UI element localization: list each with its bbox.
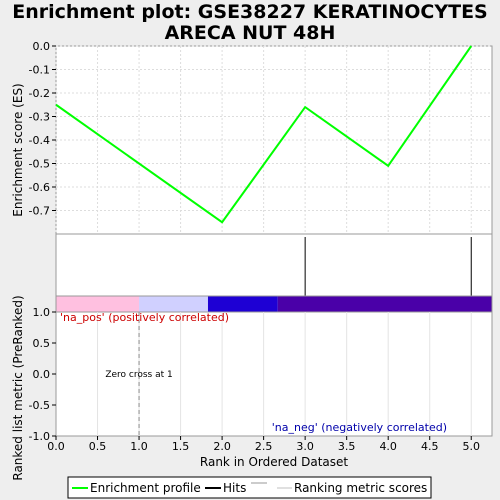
es-grid: [55, 45, 492, 234]
zero-cross-annotation: Zero cross at 1: [105, 370, 172, 380]
metric-panel: [55, 311, 493, 437]
x-tick-label: 3.0: [296, 440, 314, 453]
hit-markers: [304, 237, 472, 296]
x-tick-label: 4.0: [379, 440, 397, 453]
x-tick-label: 0.0: [47, 440, 65, 453]
legend-label-enrichment: Enrichment profile: [90, 481, 201, 495]
chart-title-line-2: ARECA NUT 48H: [164, 22, 336, 44]
legend-label-hits: Hits: [223, 481, 246, 495]
es-tick-label: -0.3: [29, 111, 50, 124]
es-tick-label: -0.6: [29, 181, 50, 194]
legend: Enrichment profile Hits Ranking metric sco…: [72, 481, 427, 495]
x-tick-label: 0.5: [89, 440, 107, 453]
metric-y-tick-label: 1.0: [33, 306, 51, 319]
legend-label-metric: Ranking metric scores: [294, 481, 427, 495]
x-tick-label: 2.0: [213, 440, 231, 453]
metric-y-axis-label: Ranked list metric (PreRanked): [11, 295, 25, 480]
metric-y-tick-label: 0.5: [33, 337, 51, 350]
metric-y-tick-label: 0.0: [33, 368, 51, 381]
metric-grid: [97, 312, 472, 436]
x-tick-label: 1.5: [172, 440, 190, 453]
x-tick-label: 2.5: [255, 440, 273, 453]
es-tick-label: -0.5: [29, 158, 50, 171]
x-tick-label: 5.0: [462, 440, 480, 453]
positive-correlation-label: 'na_pos' (positively correlated): [60, 311, 229, 324]
color-bar-segment: [139, 296, 208, 312]
x-tick-label: 4.5: [421, 440, 439, 453]
es-tick-label: -0.4: [29, 134, 50, 147]
hits-panel: [55, 233, 493, 297]
x-tick-label: 1.0: [130, 440, 148, 453]
x-tick-label: 3.5: [338, 440, 356, 453]
metric-y-tick-label: -1.0: [29, 430, 50, 443]
es-tick-label: 0.0: [33, 40, 51, 53]
chart-title-line-1: Enrichment plot: GSE38227 KERATINOCYTES: [12, 1, 488, 23]
enrichment-profile-line: [55, 45, 473, 224]
es-tick-label: -0.2: [29, 87, 50, 100]
color-bar-segment: [207, 296, 278, 312]
negative-correlation-label: 'na_neg' (negatively correlated): [272, 421, 447, 434]
metric-x-ticks: 0.0 0.5 1.0 1.5 2.0 2.5 3.0 3.5 4.0 4.5 5.0: [47, 436, 480, 453]
legend-box: [67, 476, 432, 499]
metric-y-tick-label: -0.5: [29, 399, 50, 412]
es-tick-label: -0.1: [29, 64, 50, 77]
x-axis-label: Rank in Ordered Dataset: [200, 455, 348, 469]
color-bar-segment: [56, 296, 140, 312]
es-y-ticks: 0.0 -0.1 -0.2 -0.3 -0.4 -0.5 -0.6 -0.7: [29, 40, 56, 218]
es-y-axis-label: Enrichment score (ES): [11, 83, 25, 216]
chart-title: Enrichment plot: GSE38227 KERATINOCYTES …: [0, 2, 500, 44]
rank-color-bar: [55, 295, 493, 313]
es-tick-label: -0.7: [29, 205, 50, 218]
metric-y-ticks: 1.0 0.5 0.0 -0.5 -1.0: [29, 306, 56, 443]
color-bar-segment: [277, 296, 492, 312]
